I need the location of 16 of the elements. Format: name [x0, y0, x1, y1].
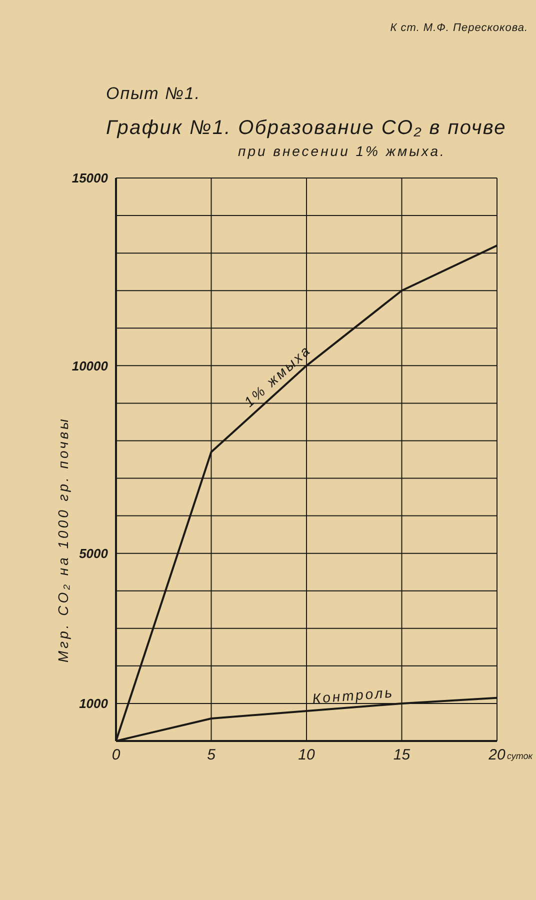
y-tick-label: 1000	[79, 696, 109, 712]
text: К ст. М.Ф. Перескокова.	[390, 22, 528, 34]
chart-title: График №1. Образование CO₂ в почве	[106, 117, 506, 140]
chart-subtitle: при внесении 1% жмыха.	[238, 143, 446, 159]
x-axis-title: суток	[507, 751, 534, 761]
series-label: Контроль	[312, 684, 395, 706]
y-tick-label: 15000	[72, 170, 109, 186]
x-tick-label: 0	[112, 746, 121, 764]
x-tick-label: 10	[298, 746, 316, 764]
x-tick-label: 20	[488, 746, 506, 764]
x-tick-label: 15	[393, 746, 411, 764]
y-tick-label: 10000	[72, 358, 109, 374]
text: Опыт №1.	[106, 84, 201, 104]
y-tick-label: 5000	[79, 546, 109, 561]
y-axis-title: Мгр. CO₂ на 1000 гр. почвы	[55, 416, 71, 662]
x-tick-label: 5	[207, 746, 216, 764]
